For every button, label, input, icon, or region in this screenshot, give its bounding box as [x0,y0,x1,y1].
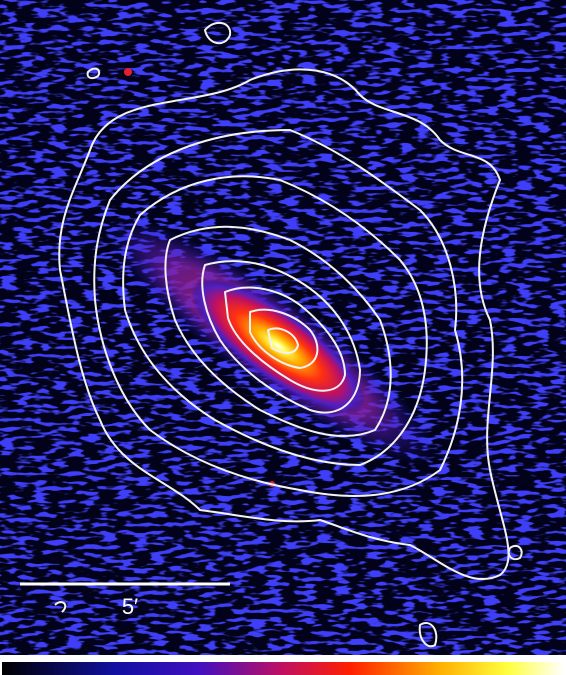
separator [0,655,566,662]
color-bar [2,662,564,675]
scale-bar-label: 5′ [122,594,138,619]
point-source [124,68,132,76]
page: 5′ (() => { const data = JSON.parse(docu… [0,0,566,675]
image: 5′ [0,0,566,675]
